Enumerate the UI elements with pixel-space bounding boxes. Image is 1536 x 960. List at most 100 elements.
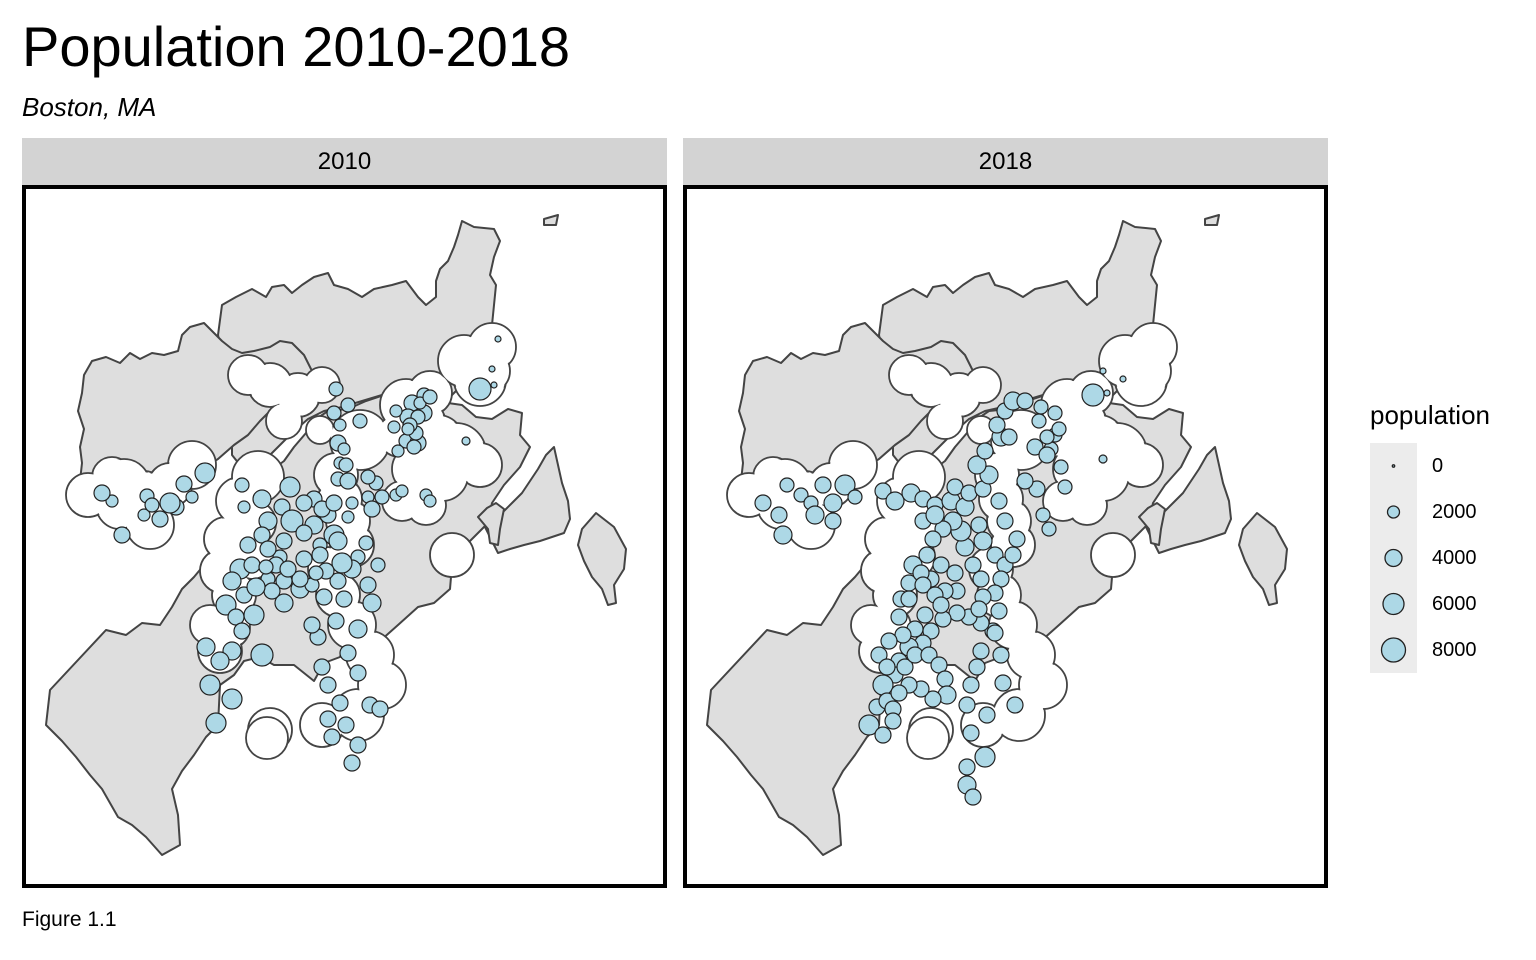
- facet-panel-2018: 2018: [683, 138, 1328, 888]
- population-point: [962, 724, 980, 742]
- population-point: [311, 546, 329, 564]
- population-point: [1026, 438, 1044, 456]
- population-point: [924, 530, 942, 548]
- population-point: [331, 694, 349, 712]
- legend-label: 8000: [1432, 639, 1477, 661]
- population-point: [423, 494, 437, 508]
- population-point: [273, 498, 291, 516]
- population-point: [329, 572, 347, 590]
- buffer-fill: [431, 534, 473, 576]
- population-point: [210, 651, 230, 671]
- population-point: [325, 494, 343, 512]
- population-point: [994, 674, 1012, 692]
- buffer-fill: [149, 464, 191, 506]
- population-point: [259, 540, 277, 558]
- population-point: [858, 714, 880, 736]
- northern-spit: [543, 214, 559, 226]
- population-point: [387, 420, 401, 434]
- northern-spit: [1204, 214, 1220, 226]
- population-point: [964, 788, 982, 806]
- population-point: [976, 442, 994, 460]
- population-point: [222, 571, 242, 591]
- population-point: [315, 588, 333, 606]
- population-point: [834, 474, 856, 496]
- population-point: [880, 632, 898, 650]
- population-point: [779, 477, 795, 493]
- population-point: [359, 576, 377, 594]
- population-point: [986, 624, 1004, 642]
- legend-title: population: [1370, 400, 1490, 430]
- population-point: [1119, 375, 1127, 383]
- buffer-fill: [862, 550, 904, 592]
- population-point: [885, 491, 905, 511]
- buffer-fill: [1120, 444, 1162, 486]
- population-point: [461, 436, 471, 446]
- population-point: [280, 509, 304, 533]
- population-point: [339, 472, 357, 490]
- population-point: [233, 622, 251, 640]
- population-point: [274, 593, 294, 613]
- buffer-fill: [67, 474, 109, 516]
- population-point: [1031, 413, 1047, 429]
- legend-label: 2000: [1432, 501, 1477, 523]
- population-point: [958, 696, 976, 714]
- population-point: [1081, 383, 1105, 407]
- population-point: [349, 664, 367, 682]
- population-point: [337, 716, 355, 734]
- population-point: [326, 405, 342, 421]
- population-point: [358, 535, 374, 551]
- population-point: [1035, 507, 1051, 523]
- population-point: [340, 397, 356, 413]
- population-point: [313, 658, 331, 676]
- population-point: [890, 684, 908, 702]
- population-point: [992, 646, 1010, 664]
- population-point: [1028, 480, 1046, 498]
- population-point: [319, 710, 337, 728]
- small-island: [1138, 502, 1166, 546]
- population-point: [389, 404, 403, 418]
- population-point: [391, 444, 405, 458]
- population-point: [878, 658, 896, 676]
- population-point: [884, 712, 902, 730]
- population-point: [1000, 428, 1018, 446]
- population-point: [401, 422, 415, 436]
- population-point: [962, 676, 980, 694]
- population-point: [215, 594, 237, 616]
- buffer-fill: [928, 404, 962, 438]
- population-point: [93, 484, 111, 502]
- population-point: [805, 505, 825, 525]
- population-point: [345, 496, 359, 510]
- population-point: [870, 646, 888, 664]
- population-point: [964, 556, 982, 574]
- population-point: [159, 492, 181, 514]
- population-point: [406, 439, 422, 455]
- facet-panel-2010: 2010: [22, 138, 667, 888]
- population-point: [363, 500, 381, 518]
- population-points: [93, 335, 502, 772]
- population-point: [338, 457, 354, 473]
- population-point: [924, 690, 942, 708]
- legend-entry: 4000: [1370, 535, 1477, 581]
- population-point: [974, 746, 996, 768]
- population-point: [970, 516, 988, 534]
- population-point: [1041, 521, 1057, 537]
- population-point: [323, 728, 341, 746]
- population-point: [263, 582, 281, 600]
- population-point: [1098, 454, 1108, 464]
- legend: population 0 2000 4000 6000 8000: [1370, 400, 1490, 673]
- population-point: [105, 494, 119, 508]
- population-point: [1099, 367, 1107, 375]
- population-point: [1053, 459, 1069, 475]
- population-point: [490, 381, 498, 389]
- buffer-fill: [1128, 350, 1170, 392]
- population-point: [773, 525, 793, 545]
- population-point: [328, 381, 344, 397]
- population-point: [1004, 546, 1022, 564]
- population-point: [996, 512, 1014, 530]
- population-point: [936, 670, 954, 688]
- buffer-ring: [906, 716, 950, 760]
- population-point: [370, 557, 386, 573]
- population-point: [847, 489, 863, 505]
- population-point: [925, 505, 945, 525]
- population-point: [890, 608, 908, 626]
